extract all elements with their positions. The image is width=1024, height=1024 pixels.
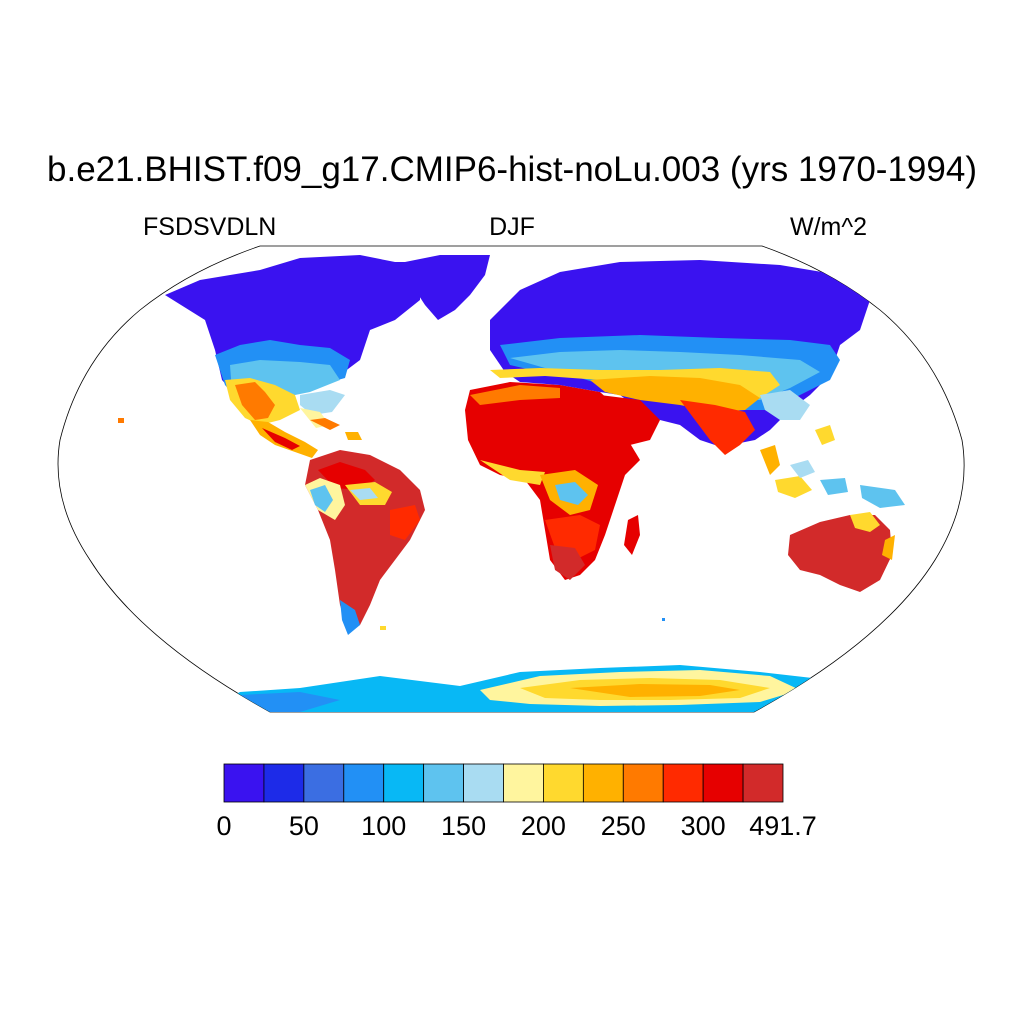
units-label: W/m^2 [790, 213, 868, 241]
map-title: b.e21.BHIST.f09_g17.CMIP6-hist-noLu.003 … [47, 150, 977, 189]
australia-landmass [788, 512, 895, 592]
colorbar-tick-label: 300 [680, 811, 726, 841]
colorbar-swatch [662, 763, 704, 803]
colorbar-swatch [263, 763, 305, 803]
greenland-landmass [405, 255, 490, 320]
colorbar-swatch [463, 763, 504, 803]
southeast-asia-islands [760, 425, 905, 508]
colorbar-swatch [383, 763, 425, 803]
colorbar-swatch [343, 763, 385, 803]
eurasia-landmass [490, 260, 870, 455]
north-america-landmass [165, 255, 420, 458]
colorbar-swatch [622, 763, 664, 803]
colorbar-swatch [423, 763, 464, 803]
madagascar-landmass [624, 515, 640, 555]
africa-landmass [465, 382, 640, 580]
colorbar-swatch [303, 763, 345, 803]
colorbar-swatch [582, 763, 624, 803]
season-label: DJF [489, 213, 535, 241]
caribbean-islands [310, 418, 362, 440]
colorbar-tick-label: 50 [288, 811, 319, 841]
colorbar-tick-label: 250 [600, 811, 646, 841]
colorbar-swatch [223, 763, 265, 803]
south-america-landmass [305, 450, 425, 635]
colorbar-swatch [702, 763, 744, 803]
variable-label: FSDSVDLN [143, 213, 277, 241]
small-islands [118, 418, 665, 630]
colorbar-tick-label: 0 [216, 811, 232, 841]
colorbar-tick-label: 100 [361, 811, 407, 841]
colorbar-tick-label: 200 [520, 811, 566, 841]
colorbar-tick-label: 491.7 [749, 811, 817, 841]
colorbar-swatch [742, 763, 784, 803]
colorbar-tick-label: 150 [441, 811, 487, 841]
colorbar [223, 763, 784, 803]
colorbar-swatch [503, 763, 544, 803]
colorbar-swatch [543, 763, 584, 803]
